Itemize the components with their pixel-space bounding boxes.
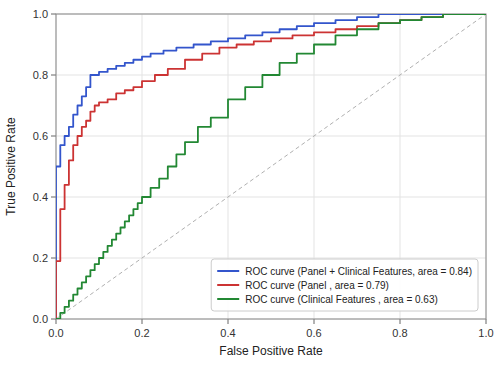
grid [56,14,486,319]
y-tick [51,75,56,76]
y-tick-label: 1.0 [33,8,48,20]
y-tick-label: 0.6 [33,130,48,142]
page: {"chart_data": {"type": "line", "x_label… [0,0,500,365]
x-tick-label: 0.8 [392,327,407,339]
legend-label: ROC curve (Panel + Clinical Features, ar… [245,266,472,277]
x-tick [56,319,57,324]
lines [56,14,486,319]
roc-line [56,14,486,319]
x-tick-label: 0.2 [134,327,149,339]
x-tick [486,319,487,324]
x-tick-label: 1.0 [478,327,493,339]
x-tick [142,319,143,324]
x-tick [314,319,315,324]
y-tick-label: 0.2 [33,252,48,264]
plot-area [56,14,486,319]
y-grid-line [56,258,486,259]
roc-line [56,14,486,319]
legend-swatch [217,270,239,272]
roc-line [56,14,486,319]
y-tick [51,136,56,137]
x-tick-label: 0.6 [306,327,321,339]
y-tick-label: 0.8 [33,69,48,81]
y-grid-line [56,136,486,137]
x-tick-label: 0.4 [220,327,235,339]
x-tick [228,319,229,324]
y-grid-line [56,197,486,198]
y-tick-label: 0.0 [33,313,48,325]
legend: ROC curve (Panel + Clinical Features, ar… [211,259,478,311]
legend-swatch [217,284,239,286]
y-tick [51,197,56,198]
chart: 0.0 0.2 0.4 0.6 0.8 1.0 0.0 0.2 0.4 0.6 0.8 1.0 Fals… [0,0,500,365]
chance-diagonal [56,14,486,319]
legend-box [211,259,478,311]
y-tick [51,14,56,15]
x-axis-label: False Positive Rate [219,344,323,358]
plot-frame [56,14,486,319]
y-axis-label: True Positive Rate [4,117,18,216]
axes: 0.0 0.2 0.4 0.6 0.8 1.0 0.0 0.2 0.4 0.6 0.8 1.0 [33,8,494,339]
x-tick [400,319,401,324]
y-tick [51,258,56,259]
x-tick-label: 0.0 [48,327,63,339]
legend-label: ROC curve (Clinical Features , area = 0.… [245,294,438,305]
y-tick-label: 0.4 [33,191,48,203]
legend-swatch [217,298,239,300]
legend-label: ROC curve (Panel , area = 0.79) [245,280,389,291]
y-tick [51,319,56,320]
